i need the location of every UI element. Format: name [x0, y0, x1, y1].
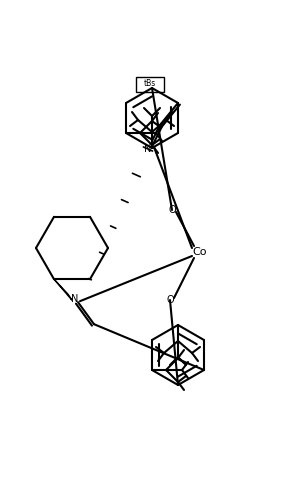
- Text: O: O: [166, 295, 174, 305]
- Polygon shape: [54, 279, 72, 300]
- Text: O: O: [168, 205, 176, 215]
- FancyBboxPatch shape: [136, 76, 164, 92]
- Text: N: N: [71, 294, 79, 304]
- Text: Co: Co: [193, 247, 207, 257]
- Text: tBs: tBs: [144, 80, 156, 88]
- Text: N: N: [144, 144, 152, 154]
